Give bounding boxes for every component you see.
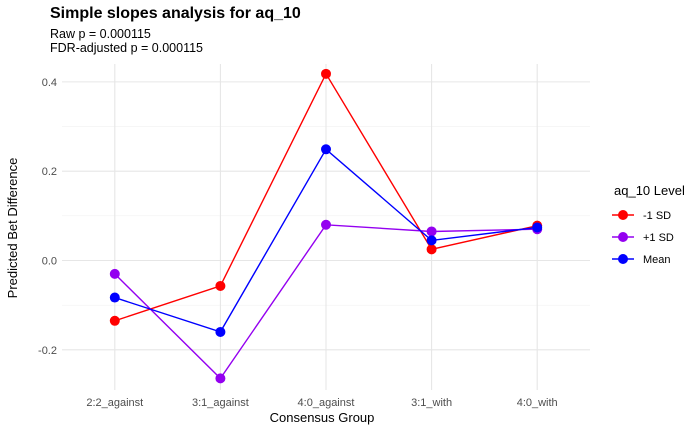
- legend-key-point: [618, 254, 628, 264]
- y-tick-label: 0.0: [42, 255, 57, 267]
- fdr-p-subtitle: FDR-adjusted p = 0.000115: [50, 41, 203, 55]
- data-point: [321, 144, 331, 155]
- x-tick-label: 2:2_against: [86, 397, 143, 409]
- data-point: [109, 315, 120, 326]
- x-axis-label: Consensus Group: [270, 410, 375, 425]
- legend-title: aq_10 Level: [614, 183, 685, 198]
- x-tick-label: 3:1_against: [192, 397, 249, 409]
- data-point: [109, 268, 120, 279]
- data-point: [426, 244, 437, 255]
- series-points: [109, 68, 543, 384]
- x-tick-label: 4:0_against: [298, 397, 355, 409]
- legend-label: Mean: [643, 254, 671, 266]
- y-tick-label: 0.4: [42, 77, 57, 89]
- y-tick-label: 0.2: [42, 166, 57, 178]
- legend-label: -1 SD: [643, 210, 671, 222]
- data-point: [215, 373, 226, 384]
- data-point: [532, 222, 543, 233]
- legend: aq_10 Level -1 SD +1 SD Mean: [612, 183, 685, 266]
- data-point: [426, 226, 437, 237]
- x-tick-labels: 2:2_against 3:1_against 4:0_against 3:1_wit…: [86, 397, 557, 409]
- x-tick-label: 4:0_with: [517, 397, 558, 409]
- data-point: [426, 235, 437, 246]
- y-axis-label: Predicted Bet Difference: [5, 158, 20, 299]
- legend-key-point: [618, 210, 628, 220]
- y-tick-label: -0.2: [38, 345, 57, 357]
- data-point: [321, 219, 331, 230]
- legend-key-point: [618, 232, 628, 242]
- chart-title: Simple slopes analysis for aq_10: [50, 5, 301, 22]
- raw-p-subtitle: Raw p = 0.000115: [50, 27, 151, 41]
- y-tick-labels: -0.2 0.0 0.2 0.4: [38, 77, 57, 357]
- data-point: [321, 68, 331, 79]
- data-point: [215, 326, 226, 337]
- x-tick-label: 3:1_with: [411, 397, 452, 409]
- data-point: [215, 280, 226, 291]
- data-point: [109, 292, 120, 303]
- legend-label: +1 SD: [643, 232, 674, 244]
